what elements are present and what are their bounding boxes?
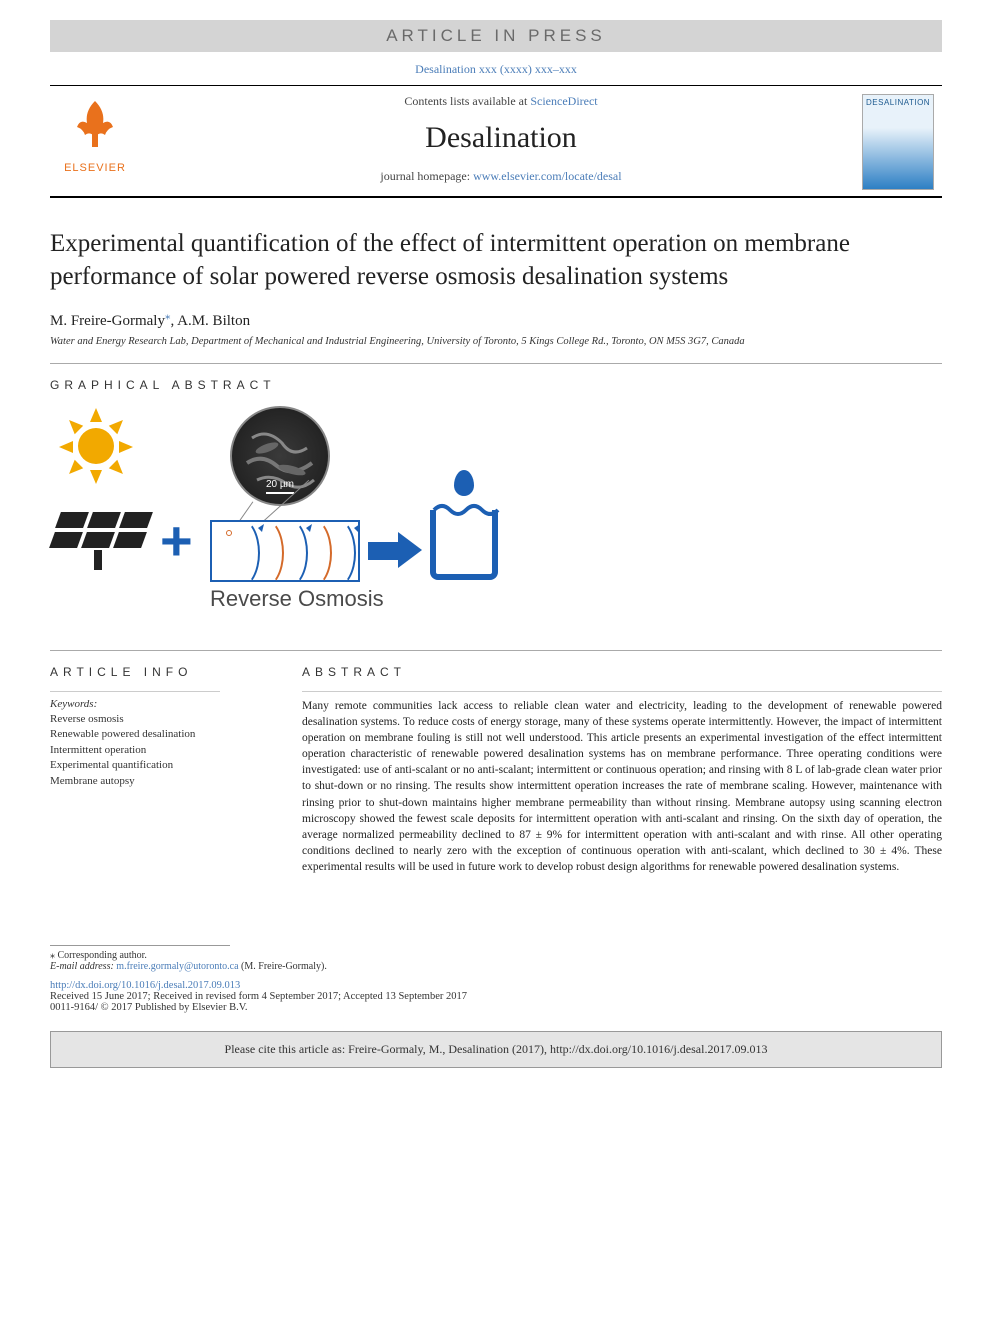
abstract-label: ABSTRACT bbox=[302, 665, 942, 679]
publisher-name: ELSEVIER bbox=[64, 162, 126, 174]
journal-cover-block: DESALINATION bbox=[862, 94, 942, 190]
keyword-item: Experimental quantification bbox=[50, 758, 270, 773]
solar-panel bbox=[49, 532, 83, 548]
sun-ray bbox=[90, 470, 102, 484]
homepage-line: journal homepage: www.elsevier.com/locat… bbox=[140, 169, 862, 184]
sun-ray bbox=[109, 416, 127, 434]
doi-link[interactable]: http://dx.doi.org/10.1016/j.desal.2017.0… bbox=[50, 980, 942, 991]
graphical-abstract-label: GRAPHICAL ABSTRACT bbox=[50, 378, 942, 392]
email-link[interactable]: m.freire.gormaly@utoronto.ca bbox=[116, 961, 238, 972]
keyword-item: Membrane autopsy bbox=[50, 774, 270, 789]
keyword-item: Intermittent operation bbox=[50, 743, 270, 758]
arrow-head bbox=[398, 532, 422, 568]
affiliation: Water and Energy Research Lab, Departmen… bbox=[50, 336, 942, 347]
keyword-item: Renewable powered desalination bbox=[50, 727, 270, 742]
keyword-item: Reverse osmosis bbox=[50, 712, 270, 727]
email-suffix: (M. Freire-Gormaly). bbox=[239, 961, 327, 972]
article-title: Experimental quantification of the effec… bbox=[50, 228, 942, 293]
solar-panel bbox=[119, 512, 153, 528]
homepage-prefix: journal homepage: bbox=[380, 169, 473, 183]
section-rule-1 bbox=[50, 363, 942, 364]
email-label: E-mail address: bbox=[50, 961, 116, 972]
author-2: , A.M. Bilton bbox=[170, 313, 250, 329]
masthead-center: Contents lists available at ScienceDirec… bbox=[140, 94, 862, 184]
email-line: E-mail address: m.freire.gormaly@utoront… bbox=[50, 961, 942, 972]
keywords-list: Reverse osmosisRenewable powered desalin… bbox=[50, 712, 270, 789]
graphical-abstract: + 20 µm bbox=[50, 404, 942, 640]
water-drop-icon bbox=[454, 470, 474, 496]
section-rule-2 bbox=[50, 650, 942, 651]
abstract-rule bbox=[302, 691, 942, 692]
keywords-header: Keywords: bbox=[50, 698, 270, 710]
sun-ray bbox=[90, 408, 102, 422]
sun-core bbox=[78, 428, 114, 464]
cover-title: DESALINATION bbox=[866, 98, 930, 107]
abstract-text: Many remote communities lack access to r… bbox=[302, 698, 942, 875]
sun-icon bbox=[60, 410, 132, 482]
corresponding-author-note: ⁎ Corresponding author. bbox=[50, 950, 942, 961]
solar-panel bbox=[55, 512, 89, 528]
sem-scale-text: 20 µm bbox=[266, 479, 294, 490]
sun-ray bbox=[65, 416, 83, 434]
article-in-press-banner: ARTICLE IN PRESS bbox=[50, 20, 942, 52]
ro-curves bbox=[212, 522, 362, 584]
footnote-rule bbox=[50, 945, 230, 946]
sun-ray bbox=[59, 441, 73, 453]
article-info-column: ARTICLE INFO Keywords: Reverse osmosisRe… bbox=[50, 665, 270, 875]
journal-cover-thumbnail[interactable]: DESALINATION bbox=[862, 94, 934, 190]
graphical-abstract-figure: + 20 µm bbox=[50, 410, 510, 630]
elsevier-tree-icon bbox=[65, 93, 125, 162]
publisher-logo-block: ELSEVIER bbox=[50, 94, 140, 174]
article-history: Received 15 June 2017; Received in revis… bbox=[50, 991, 942, 1002]
article-info-label: ARTICLE INFO bbox=[50, 665, 270, 679]
keywords-rule bbox=[50, 691, 220, 692]
author-list: M. Freire-Gormaly⁎, A.M. Bilton bbox=[50, 309, 942, 330]
cup-outline bbox=[430, 510, 498, 580]
journal-title: Desalination bbox=[140, 121, 862, 155]
contents-prefix: Contents lists available at bbox=[404, 94, 530, 108]
solar-panel bbox=[81, 532, 115, 548]
ro-membrane-box bbox=[210, 520, 360, 582]
masthead: ELSEVIER Contents lists available at Sci… bbox=[50, 86, 942, 198]
info-abstract-row: ARTICLE INFO Keywords: Reverse osmosisRe… bbox=[50, 665, 942, 875]
contents-available-line: Contents lists available at ScienceDirec… bbox=[140, 94, 862, 109]
citation-box: Please cite this article as: Freire-Gorm… bbox=[50, 1031, 942, 1068]
sun-ray bbox=[119, 441, 133, 453]
homepage-link[interactable]: www.elsevier.com/locate/desal bbox=[473, 169, 622, 183]
solar-panel bbox=[87, 512, 121, 528]
journal-reference: Desalination xxx (xxxx) xxx–xxx bbox=[50, 62, 942, 77]
elsevier-logo[interactable]: ELSEVIER bbox=[60, 94, 130, 174]
sciencedirect-link[interactable]: ScienceDirect bbox=[530, 94, 597, 108]
sem-micrograph: 20 µm bbox=[230, 406, 330, 506]
abstract-column: ABSTRACT Many remote communities lack ac… bbox=[302, 665, 942, 875]
ro-label: Reverse Osmosis bbox=[210, 586, 384, 612]
sun-ray bbox=[65, 460, 83, 478]
plus-icon: + bbox=[160, 508, 193, 573]
author-1: M. Freire-Gormaly bbox=[50, 313, 165, 329]
panel-pole bbox=[94, 550, 102, 570]
footer: ⁎ Corresponding author. E-mail address: … bbox=[50, 945, 942, 1068]
sem-scale-bar bbox=[266, 492, 294, 494]
solar-panel bbox=[113, 532, 147, 548]
arrow-stem bbox=[368, 542, 400, 560]
copyright: 0011-9164/ © 2017 Published by Elsevier … bbox=[50, 1002, 942, 1013]
sem-scale-label: 20 µm bbox=[266, 479, 294, 494]
sun-ray bbox=[109, 460, 127, 478]
